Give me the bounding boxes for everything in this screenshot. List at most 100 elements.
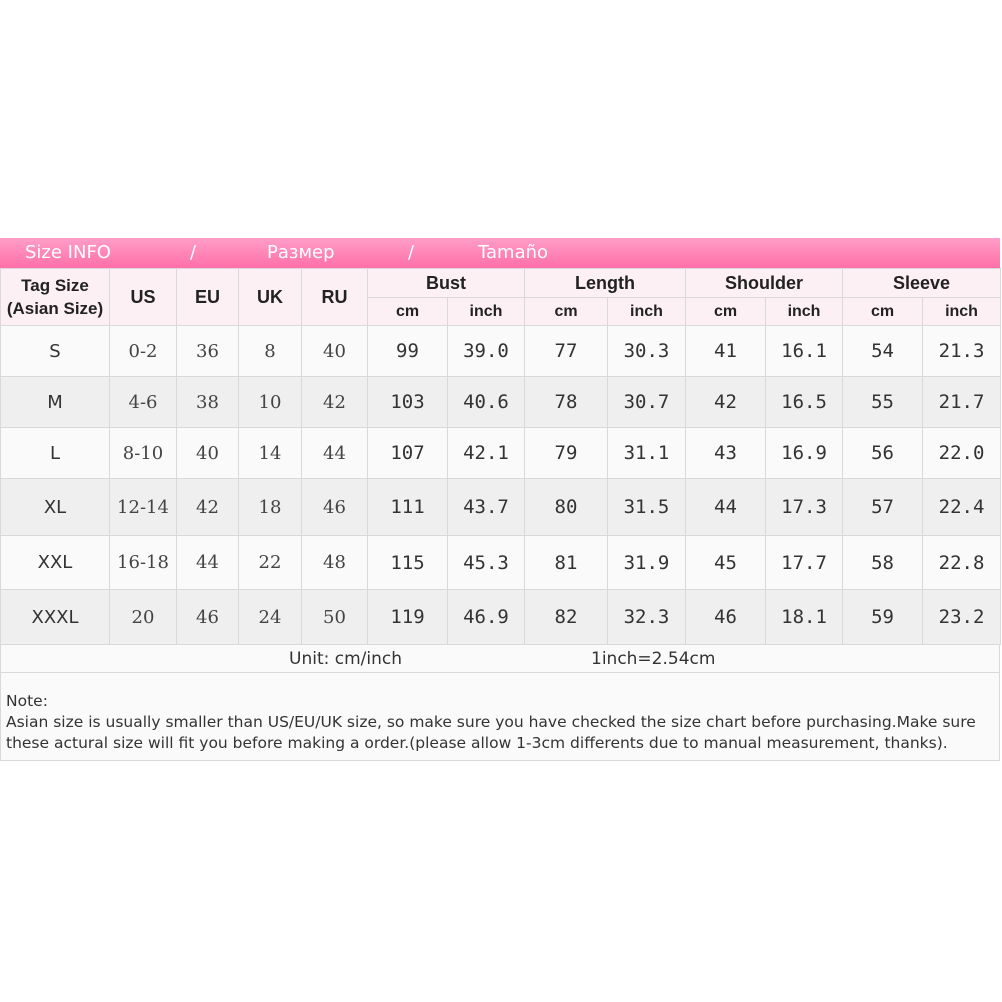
size-table: Tag Size (Asian Size) US EU UK RU Bust L… [0,268,1002,645]
banner-title-es: Tamaño [478,242,549,263]
ru-cell: 50 [301,589,368,645]
sleeve-inch-header: inch [922,297,1002,326]
eu-cell: 36 [176,325,239,377]
us-cell: 12-14 [109,478,177,536]
shoulder-cm-cell: 44 [685,478,766,536]
uk-cell: 14 [238,427,302,479]
us-cell: 0-2 [109,325,177,377]
size-info-banner: Size INFO / Размер / Tamaño [0,238,1000,268]
ru-cell: 46 [301,478,368,536]
bust-inch-cell: 40.6 [447,376,525,428]
length-inch-cell: 31.9 [607,535,686,590]
ru-cell: 44 [301,427,368,479]
bust-cm-cell: 103 [367,376,448,428]
shoulder-cm-cell: 43 [685,427,766,479]
size-chart: Size INFO / Размер / Tamaño Tag Size (As… [0,238,1002,761]
table-row: L 8-10 40 14 44 107 42.1 79 31.1 43 16.9 56 22.0 [0,427,1002,479]
sleeve-cm-cell: 54 [842,325,924,377]
note-line-1: Asian size is usually smaller than US/EU… [6,713,976,731]
bust-inch-cell: 45.3 [447,535,525,590]
bust-inch-cell: 42.1 [447,427,525,479]
table-row: XL 12-14 42 18 46 111 43.7 80 31.5 44 17.3 57 22.4 [0,478,1002,536]
uk-header: UK [238,268,302,326]
eu-cell: 38 [176,376,239,428]
us-header: US [109,268,177,326]
sleeve-cm-cell: 55 [842,376,924,428]
sleeve-header: Sleeve [842,268,1002,298]
note-box: Note: Asian size is usually smaller than… [0,673,1000,761]
shoulder-inch-cell: 16.1 [764,325,844,377]
shoulder-inch-cell: 16.5 [764,376,844,428]
banner-separator: / [408,242,415,263]
sleeve-inch-cell: 21.3 [922,325,1002,377]
table-row: XXL 16-18 44 22 48 115 45.3 81 31.9 45 17.7 58 22.8 [0,535,1002,590]
length-cm-cell: 82 [524,589,608,645]
sleeve-cm-header: cm [842,297,924,326]
shoulder-cm-cell: 46 [685,589,766,645]
ru-header: RU [301,268,368,326]
uk-cell: 8 [238,325,302,377]
banner-separator: / [190,242,197,263]
banner-title-ru: Размер [267,242,335,263]
length-inch-cell: 31.1 [607,427,686,479]
bust-header: Bust [367,268,525,298]
uk-cell: 22 [238,535,302,590]
bust-inch-cell: 43.7 [447,478,525,536]
eu-header: EU [176,268,239,326]
length-inch-cell: 30.7 [607,376,686,428]
length-inch-cell: 32.3 [607,589,686,645]
length-inch-cell: 30.3 [607,325,686,377]
shoulder-cm-header: cm [685,297,766,326]
us-cell: 4-6 [109,376,177,428]
unit-text: Unit: cm/inch [289,649,402,669]
sleeve-inch-cell: 22.8 [922,535,1002,590]
shoulder-inch-cell: 16.9 [764,427,844,479]
us-cell: 16-18 [109,535,177,590]
eu-cell: 40 [176,427,239,479]
length-cm-cell: 80 [524,478,608,536]
unit-row: Unit: cm/inch 1inch=2.54cm [0,645,1000,673]
eu-cell: 44 [176,535,239,590]
length-header: Length [524,268,686,298]
uk-cell: 24 [238,589,302,645]
shoulder-cm-cell: 45 [685,535,766,590]
conversion-text: 1inch=2.54cm [591,649,716,669]
tag-cell: L [0,427,110,479]
sleeve-cm-cell: 57 [842,478,924,536]
tag-cell: S [0,325,110,377]
bust-inch-cell: 46.9 [447,589,525,645]
tag-cell: XL [0,478,110,536]
sleeve-cm-cell: 59 [842,589,924,645]
bust-inch-cell: 39.0 [447,325,525,377]
shoulder-header: Shoulder [684,268,844,298]
table-subheader-row: cm inch cm inch cm inch cm inch [1,297,1002,326]
length-inch-cell: 31.5 [607,478,686,536]
length-cm-cell: 81 [524,535,608,590]
sleeve-inch-cell: 22.0 [922,427,1002,479]
sleeve-inch-cell: 23.2 [922,589,1002,645]
length-cm-cell: 77 [524,325,608,377]
shoulder-cm-cell: 42 [685,376,766,428]
length-cm-cell: 78 [524,376,608,428]
uk-cell: 10 [238,376,302,428]
bust-cm-cell: 107 [367,427,448,479]
us-cell: 20 [109,589,177,645]
bust-cm-cell: 111 [367,478,448,536]
banner-title-en: Size INFO [25,242,111,263]
tag-size-header: Tag Size (Asian Size) [0,268,110,326]
sleeve-cm-cell: 56 [842,427,924,479]
table-row: M 4-6 38 10 42 103 40.6 78 30.7 42 16.5 55 21.7 [0,376,1002,428]
eu-cell: 46 [176,589,239,645]
shoulder-inch-cell: 17.7 [764,535,844,590]
note-line-2: these actural size will fit you before m… [6,734,948,752]
length-cm-header: cm [524,297,608,326]
tag-cell: M [0,376,110,428]
length-cm-cell: 79 [524,427,608,479]
tag-cell: XXL [0,535,110,590]
length-inch-header: inch [607,297,686,326]
ru-cell: 42 [301,376,368,428]
shoulder-inch-header: inch [764,297,844,326]
ru-cell: 40 [301,325,368,377]
uk-cell: 18 [238,478,302,536]
eu-cell: 42 [176,478,239,536]
